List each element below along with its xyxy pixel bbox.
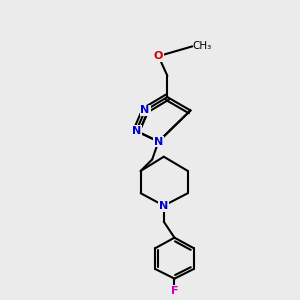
Text: CH₃: CH₃ bbox=[192, 41, 212, 51]
Text: N: N bbox=[159, 201, 168, 211]
Text: F: F bbox=[171, 286, 178, 296]
Text: N: N bbox=[132, 126, 141, 136]
Text: N: N bbox=[154, 136, 163, 147]
Text: O: O bbox=[154, 51, 163, 61]
Text: N: N bbox=[140, 105, 150, 116]
